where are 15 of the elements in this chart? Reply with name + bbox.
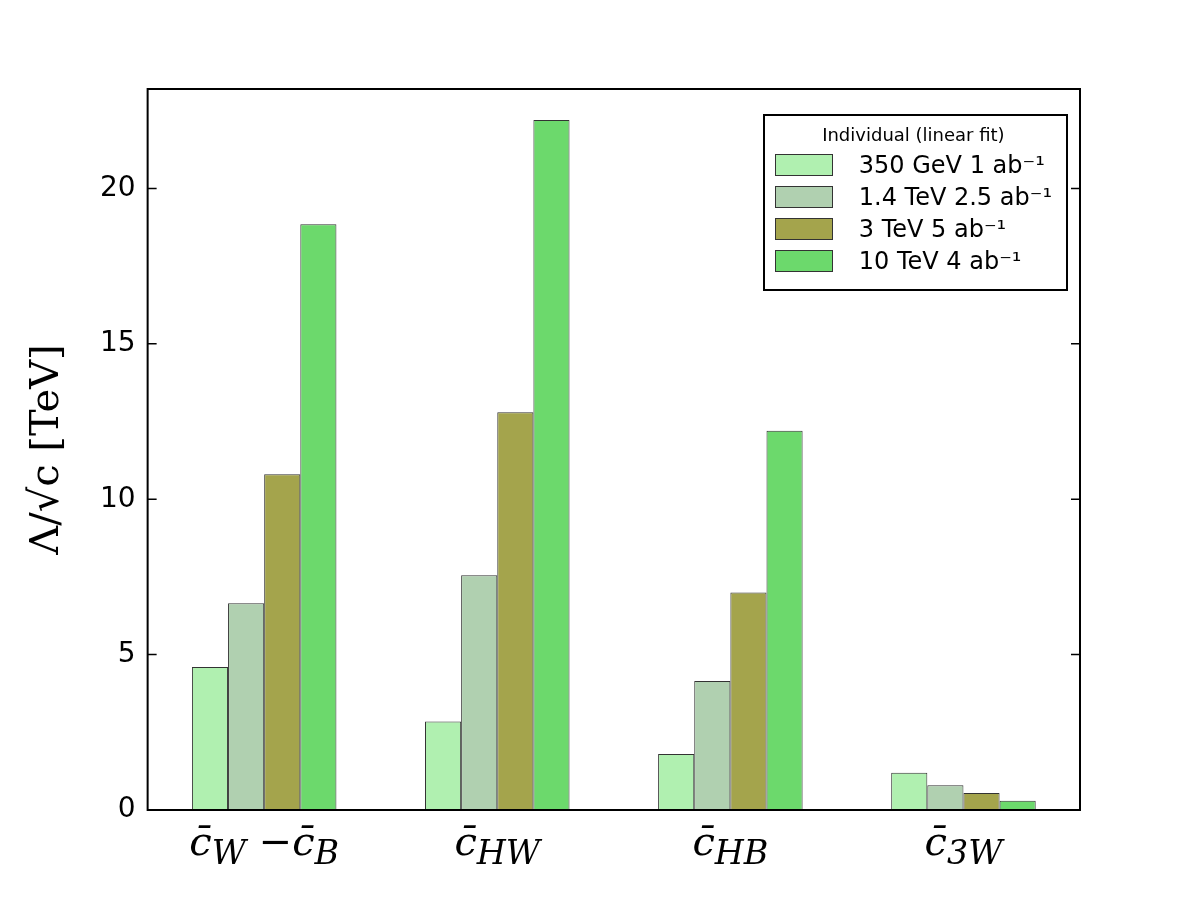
legend-label: 10 TeV 4 ab⁻¹ — [858, 247, 1022, 275]
legend-label: 3 TeV 5 ab⁻¹ — [858, 215, 1007, 243]
y-tick-label: 0 — [117, 791, 136, 825]
x-tick-label: c̄$_{HW}$ — [454, 818, 541, 872]
x-tick-label: c̄$_{3W}$ — [924, 818, 1003, 872]
y-tick-label: 10 — [99, 480, 136, 514]
y-tick-label: 15 — [99, 325, 136, 359]
x-tick-label: c̄$_{W}$ −c̄$_{B}$ — [189, 818, 340, 872]
x-tick-label: c̄$_{HB}$ — [692, 818, 769, 872]
y-tick-label: 20 — [99, 169, 136, 203]
y-axis-title: Λ/√c [TeV] — [21, 344, 68, 556]
legend-title: Individual (linear fit) — [821, 124, 1006, 145]
legend-label: 1.4 TeV 2.5 ab⁻¹ — [858, 183, 1052, 211]
legend-label: 350 GeV 1 ab⁻¹ — [858, 151, 1045, 179]
y-tick-label: 5 — [117, 635, 136, 669]
